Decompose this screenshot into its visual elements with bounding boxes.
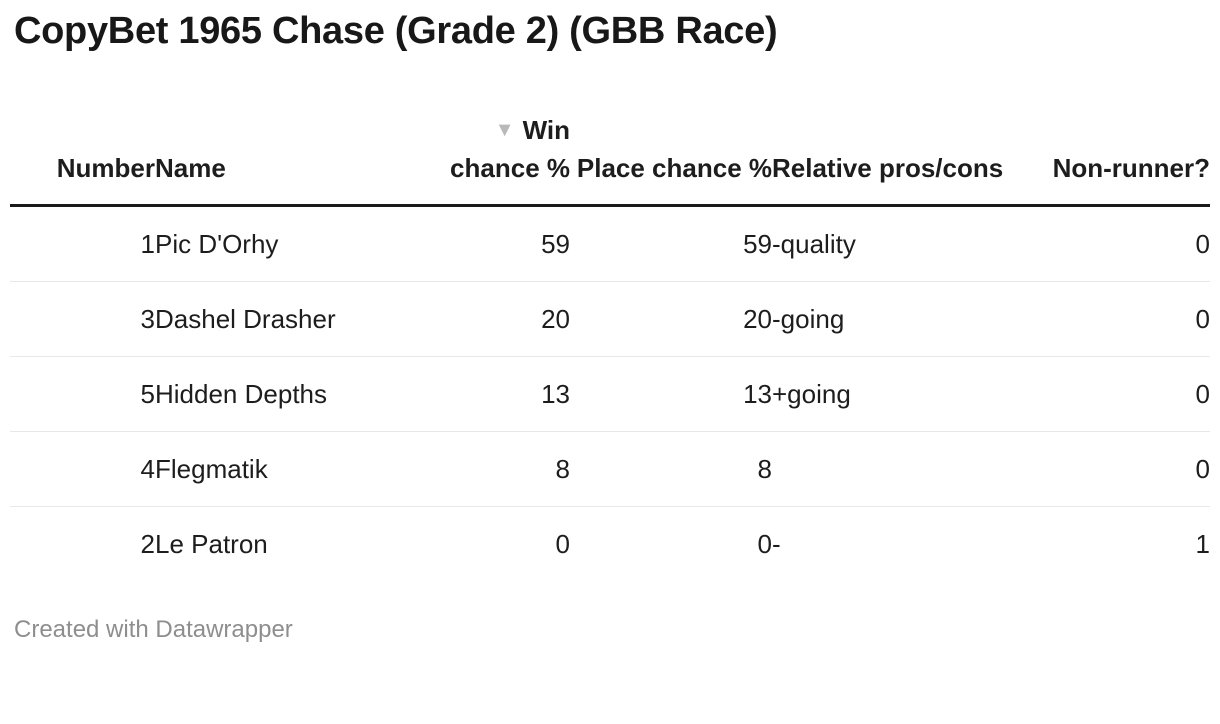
- cell-win_chance: 0: [555, 529, 570, 559]
- cell-non_runner: 0: [1022, 356, 1210, 432]
- cell-non_runner: 0: [1022, 281, 1210, 357]
- cell-place_chance: 20: [570, 281, 772, 357]
- table-header: Number Name ▼ Win chance % Place chance % Rel…: [10, 82, 1210, 207]
- column-header-non_runner[interactable]: Non-runner?: [1022, 82, 1210, 207]
- cell-name: Flegmatik: [155, 431, 435, 507]
- sort-desc-icon: ▼: [494, 119, 515, 141]
- column-header-pros_cons[interactable]: Relative pros/cons: [772, 82, 1022, 207]
- data-table: Number Name ▼ Win chance % Place chance % Rel…: [10, 82, 1210, 581]
- cell-non_runner: 1: [1195, 529, 1210, 559]
- cell-place_chance: 13: [570, 356, 772, 432]
- cell-name: Hidden Depths: [155, 356, 435, 432]
- cell-name: Pic D'Orhy: [155, 205, 435, 282]
- datawrapper-table-embed: CopyBet 1965 Chase (Grade 2) (GBB Race) …: [0, 8, 1220, 645]
- column-header-name[interactable]: Name: [155, 82, 435, 207]
- cell-place_chance: 8: [570, 431, 772, 507]
- cell-number: 5: [10, 356, 155, 432]
- column-header-win_chance[interactable]: ▼ Win chance %: [435, 82, 570, 207]
- table-header-row: Number Name ▼ Win chance % Place chance % Rel…: [10, 82, 1210, 207]
- cell-name: Le Patron: [155, 529, 268, 559]
- column-header-place_chance[interactable]: Place chance %: [570, 82, 772, 207]
- cell-pros_cons: [772, 431, 1022, 507]
- cell-win_chance: 13: [435, 356, 570, 432]
- cell-non_runner: 0: [1022, 205, 1210, 282]
- cell-pros_cons: -going: [772, 281, 1022, 357]
- cell-number: 2: [140, 529, 155, 559]
- table-row: 5 Hidden Depths 13 13 +going 0: [10, 356, 1210, 432]
- column-header-number[interactable]: Number: [10, 82, 155, 207]
- cell-place_chance: 59: [570, 205, 772, 282]
- cell-pros_cons: -quality: [772, 205, 1022, 282]
- attribution-footer: Created with Datawrapper: [14, 615, 1220, 645]
- table-row: 3 Dashel Drasher 20 20 -going 0: [10, 281, 1210, 357]
- table-body: 1 Pic D'Orhy 59 59 -quality 0 3 Dashel Drasher 2…: [10, 205, 1210, 582]
- cell-name: Dashel Drasher: [155, 281, 435, 357]
- cell-pros_cons: -: [772, 529, 781, 559]
- cell-non_runner: 0: [1022, 431, 1210, 507]
- cell-number: 1: [10, 205, 155, 282]
- datawrapper-attribution-link[interactable]: Created with Datawrapper: [14, 616, 293, 643]
- cell-win_chance: 59: [435, 205, 570, 282]
- cell-number: 3: [10, 281, 155, 357]
- chart-title: CopyBet 1965 Chase (Grade 2) (GBB Race): [14, 10, 778, 52]
- cell-number: 4: [10, 431, 155, 507]
- cell-pros_cons: +going: [772, 356, 1022, 432]
- table-row: 2 Le Patron 0 0-1: [10, 507, 1210, 582]
- cell-win_chance: 8: [435, 431, 570, 507]
- cell-place_chance: 0: [757, 529, 772, 559]
- cell-win_chance: 20: [435, 281, 570, 357]
- table-row: 4 Flegmatik 8 8 0: [10, 431, 1210, 507]
- table-row: 1 Pic D'Orhy 59 59 -quality 0: [10, 205, 1210, 282]
